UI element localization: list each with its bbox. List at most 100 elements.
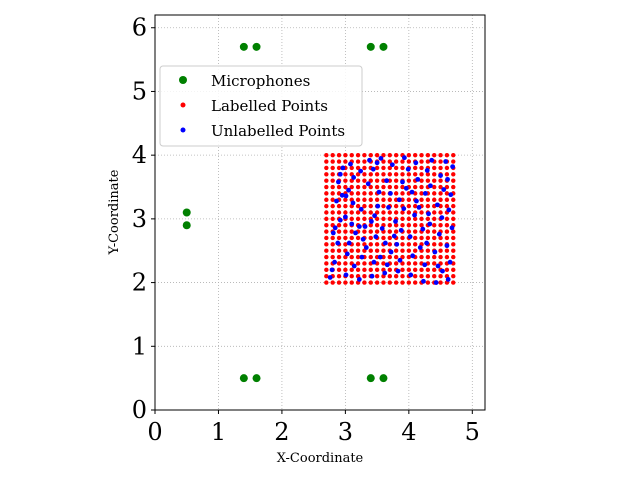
labelled-point [425,197,431,202]
labelled-point [400,210,405,215]
labelled-point [451,152,456,158]
labelled-point [406,197,412,202]
labelled-point [451,274,456,279]
y-tick-label: 0 [132,396,147,424]
labelled-point [324,197,329,202]
labelled-point [355,184,361,190]
labelled-point [362,229,367,234]
labelled-point [362,280,367,285]
microphone-point [239,374,248,383]
labelled-point [406,229,412,234]
labelled-point [330,191,335,196]
labelled-point [336,223,342,228]
labelled-point [412,223,418,228]
labelled-point [419,191,424,196]
unlabelled-point [370,166,376,172]
x-tick-label: 3 [338,418,353,446]
labelled-point [432,229,437,234]
labelled-point [355,248,361,253]
x-tick-label: 5 [465,418,480,446]
unlabelled-point [433,280,439,285]
unlabelled-point [424,168,430,173]
labelled-point [406,216,412,222]
labelled-point [438,197,443,202]
labelled-point [374,172,380,177]
labelled-point [419,216,424,222]
labelled-point [387,216,393,222]
data-points [182,42,456,383]
labelled-point [451,172,456,177]
labelled-point [451,197,456,202]
labelled-point [393,223,399,228]
labelled-point [432,274,437,279]
unlabelled-point [435,202,440,208]
y-tick-label: 5 [132,77,147,105]
labelled-point [336,280,342,285]
labelled-point [425,248,431,253]
labelled-point [425,235,431,241]
labelled-point [393,184,399,190]
labelled-point [419,152,424,158]
unlabelled-point [332,259,337,265]
unlabelled-point [346,240,352,246]
labelled-point [444,197,450,202]
unlabelled-point [444,243,450,249]
labelled-point [349,216,354,222]
unlabelled-point [332,225,338,231]
y-tick-label: 1 [132,332,147,360]
unlabelled-point [414,198,419,204]
microphone-point [366,42,375,51]
unlabelled-point [351,175,357,180]
labelled-point [324,178,329,183]
labelled-point [425,254,431,260]
labelled-point [336,261,342,266]
labelled-point [425,216,431,222]
labelled-point [444,235,450,241]
labelled-point [324,184,329,190]
labelled-point [451,216,456,222]
labelled-point [444,203,450,209]
labelled-point [438,178,443,183]
axis-ticks: 0 1 2 3 4 5 0 1 2 3 4 5 6 [132,14,480,446]
y-tick-label: 2 [132,269,147,297]
labelled-point [349,191,354,196]
labelled-point [451,254,456,260]
labelled-point [419,165,424,171]
labelled-point [324,248,329,253]
labelled-point [393,159,399,164]
unlabelled-point [428,183,433,189]
unlabelled-point [389,162,395,168]
labelled-point [343,235,348,241]
labelled-point [362,191,367,196]
labelled-point [400,267,405,273]
labelled-point [425,203,431,209]
labelled-point [368,223,373,228]
unlabelled-point [394,241,400,247]
labelled-point [336,274,342,279]
unlabelled-point [342,214,348,220]
labelled-point [368,248,373,253]
labelled-point [381,184,386,190]
y-tick-label: 6 [132,14,147,42]
unlabelled-point [356,224,362,229]
unlabelled-point [407,234,413,240]
unlabelled-point [343,193,349,199]
unlabelled-point [410,253,416,259]
legend-label-unlabelled-points: Unlabelled Points [211,122,345,140]
unlabelled-point [376,189,382,195]
labelled-point [368,191,373,196]
labelled-point [406,152,412,158]
microphone-point [182,208,191,217]
labelled-point [393,178,399,183]
labelled-point [400,261,405,266]
labelled-point [393,261,399,266]
unlabelled-point [424,240,430,246]
unlabelled-point [353,230,358,236]
unlabelled-point [386,205,391,210]
labelled-point [324,152,329,158]
labelled-point [362,184,367,190]
labelled-point [432,267,437,273]
labelled-point [438,191,443,196]
labelled-point [393,152,399,158]
